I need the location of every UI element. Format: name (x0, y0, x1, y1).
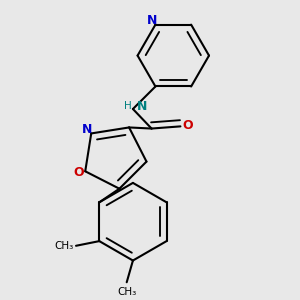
Text: CH₃: CH₃ (54, 241, 74, 251)
Text: N: N (136, 100, 147, 113)
Text: N: N (81, 123, 92, 136)
Text: H: H (124, 101, 131, 112)
Text: CH₃: CH₃ (117, 287, 136, 297)
Text: O: O (182, 119, 193, 132)
Text: N: N (146, 14, 157, 27)
Text: O: O (73, 167, 84, 179)
